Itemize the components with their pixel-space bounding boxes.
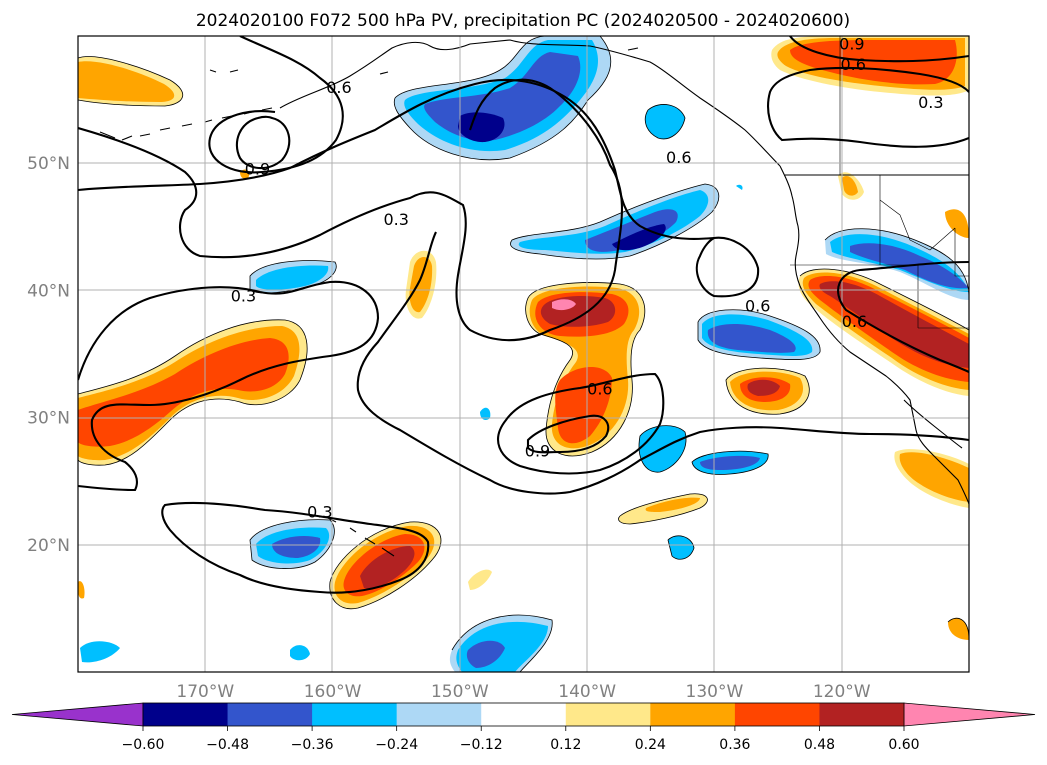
contour-label: 0.9 xyxy=(839,35,864,54)
pv-contour-0.3-main xyxy=(78,78,715,240)
pv-contour-0.6-lobe xyxy=(695,236,760,298)
contour-label: 0.3 xyxy=(383,210,408,229)
colorbar-segment xyxy=(819,703,905,726)
negative-anomaly-subtropics-3 xyxy=(668,535,694,560)
colorbar-segment xyxy=(143,703,229,726)
colorbar-tick-label: −0.12 xyxy=(460,737,503,753)
pv-contour-0.6-nw xyxy=(208,36,344,174)
contour-label: 0.6 xyxy=(666,148,691,167)
contour-label: 0.3 xyxy=(231,286,256,305)
contour-label: 0.9 xyxy=(245,159,270,178)
colorbar-tick-label: −0.48 xyxy=(206,737,249,753)
pv-contour-0.6-central xyxy=(497,372,665,475)
colorbar-segment xyxy=(481,703,567,726)
colorbar-tick-label: −0.24 xyxy=(375,737,418,753)
colorbar-segment xyxy=(650,703,736,726)
colorbar-segment xyxy=(734,703,820,726)
colorbar-tick-label: 0.60 xyxy=(888,737,919,753)
gridlines xyxy=(78,36,969,672)
lon-tick-label: 160°W xyxy=(304,682,362,702)
contour-label: 0.6 xyxy=(587,379,612,398)
colorbar-tick-label: −0.60 xyxy=(122,737,165,753)
state-borders xyxy=(790,36,969,329)
contour-label: 0.3 xyxy=(918,93,943,112)
lon-tick-label: 170°W xyxy=(176,682,234,702)
colorbar-segment xyxy=(565,703,651,726)
pv-contour-0.9-nw xyxy=(235,115,291,170)
pv-contours xyxy=(78,36,969,594)
colorbar-tick-label: 0.36 xyxy=(719,737,750,753)
lat-tick-label: 50°N xyxy=(27,154,70,174)
plot-title: 2024020100 F072 500 hPa PV, precipitatio… xyxy=(196,11,850,31)
contour-label: 0.9 xyxy=(525,442,550,461)
colorbar-segment xyxy=(396,703,482,726)
map-frame xyxy=(77,35,970,673)
pv-contour-0.3-west xyxy=(78,280,380,492)
colorbar-tick-label: 0.48 xyxy=(804,737,835,753)
colorbar-segment xyxy=(312,703,398,726)
shading-outlines xyxy=(78,36,969,672)
contour-label: 0.6 xyxy=(842,312,867,331)
contour-label: 0.3 xyxy=(307,503,332,522)
lon-tick-label: 120°W xyxy=(813,682,871,702)
colorbar-tick-label: 0.24 xyxy=(635,737,666,753)
latitude-tick-labels: 50°N 40°N 30°N 20°N xyxy=(27,154,70,556)
lat-tick-label: 40°N xyxy=(27,281,70,301)
pv-contour-0.3-east xyxy=(767,66,969,148)
colorbar-segment xyxy=(227,703,313,726)
pv-contour-0.6-east xyxy=(789,36,969,63)
negative-anomaly-small-1 xyxy=(645,104,685,139)
alaska-coastline xyxy=(279,39,781,167)
map-panel: 0.60.90.30.30.60.90.60.30.60.60.60.90.3 xyxy=(77,35,970,673)
contour-label: 0.6 xyxy=(840,55,865,74)
contour-label: 0.6 xyxy=(326,78,351,97)
contour-labels: 0.60.90.30.30.60.90.60.30.60.60.60.90.3 xyxy=(231,35,944,522)
colorbar-extend-high xyxy=(903,702,1036,727)
colorbar-extend-low xyxy=(11,702,144,727)
colorbar: −0.60 −0.48 −0.36 −0.24 −0.12 0.12 0.24 0.36 0.4… xyxy=(11,702,1036,753)
baja-gulf xyxy=(903,399,963,449)
longitude-tick-labels: 170°W 160°W 150°W 140°W 130°W 120°W xyxy=(176,682,870,702)
pv-contour-0.6-nw-us xyxy=(837,260,969,373)
pv-contour-0.9-central xyxy=(526,414,610,454)
contour-label: 0.6 xyxy=(745,297,770,316)
colorbar-frame xyxy=(142,702,905,727)
colorbar-tick-label: −0.36 xyxy=(291,737,334,753)
lon-tick-label: 150°W xyxy=(431,682,489,702)
us-west-coast xyxy=(799,285,969,505)
pv-contour-0.3-north xyxy=(78,78,624,342)
lon-tick-label: 140°W xyxy=(558,682,616,702)
lat-tick-label: 30°N xyxy=(27,409,70,429)
lat-tick-label: 20°N xyxy=(27,536,70,556)
pv-contour-0.3-subtropical xyxy=(356,231,969,495)
pv-contour-0.3-south xyxy=(161,501,430,594)
colorbar-tick-label: 0.12 xyxy=(550,737,581,753)
lon-tick-label: 130°W xyxy=(686,682,744,702)
